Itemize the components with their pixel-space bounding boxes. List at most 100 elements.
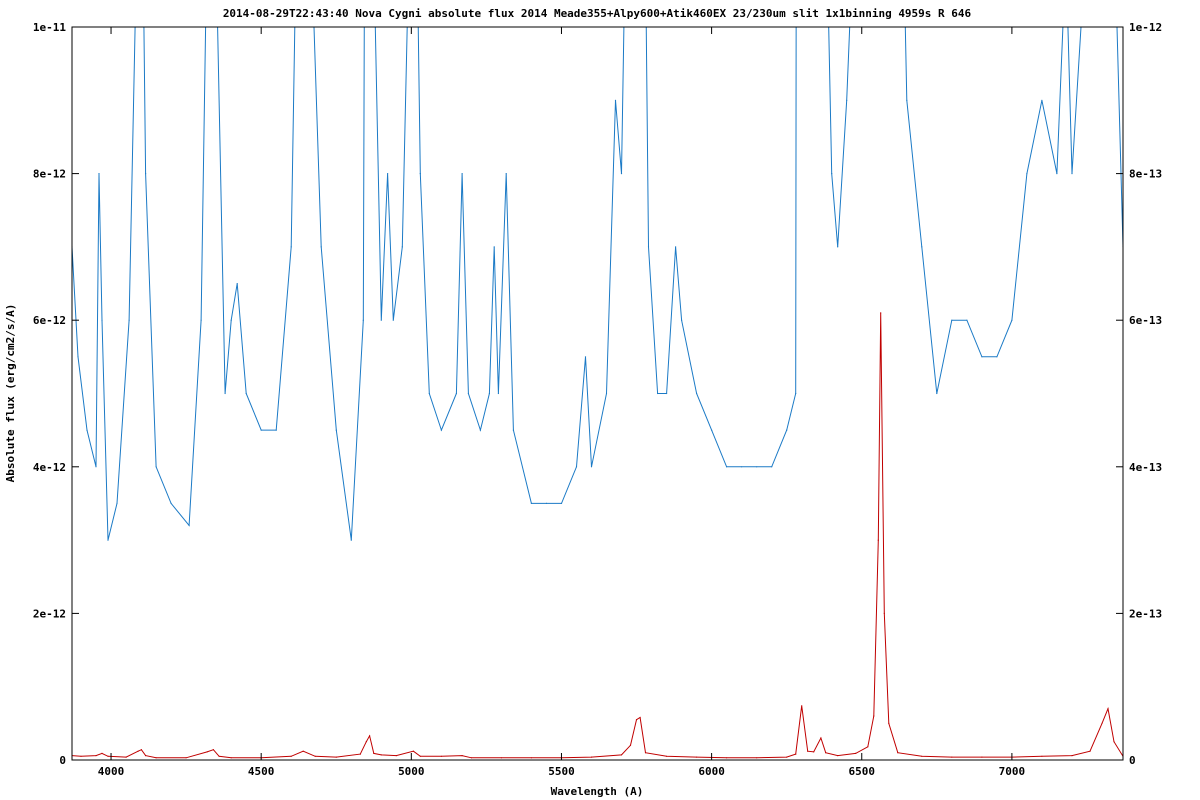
red-spectrum-point xyxy=(145,755,147,757)
blue-spectrum-point xyxy=(614,99,617,101)
x-tick-label: 5000 xyxy=(398,765,425,778)
red-spectrum-point xyxy=(666,755,668,757)
blue-spectrum-point xyxy=(86,429,88,431)
blue-spectrum-point xyxy=(128,319,130,321)
red-spectrum-point xyxy=(877,539,879,541)
red-spectrum-point xyxy=(883,612,885,615)
red-spectrum-point xyxy=(314,755,316,757)
y-axis-label: Absolute flux (erg/cm2/s/A) xyxy=(4,304,17,483)
blue-spectrum-point xyxy=(584,356,587,358)
blue-spectrum-point xyxy=(921,246,923,248)
blue-spectrum-point xyxy=(497,392,499,395)
blue-spectrum-point xyxy=(620,173,623,175)
blue-spectrum-point xyxy=(1011,319,1013,321)
red-spectrum-point xyxy=(419,755,421,757)
blue-spectrum-point xyxy=(493,246,495,248)
red-spectrum-point xyxy=(395,755,397,757)
blue-spectrum-point xyxy=(771,466,773,468)
blue-spectrum-point xyxy=(224,392,226,395)
blue-spectrum-point xyxy=(101,319,103,321)
y2-tick-label: 1e-12 xyxy=(1129,21,1162,34)
red-spectrum-point xyxy=(639,716,641,719)
blue-spectrum-point xyxy=(98,173,100,175)
blue-spectrum-point xyxy=(335,429,337,431)
x-tick-label: 4500 xyxy=(248,765,275,778)
red-spectrum-point xyxy=(801,705,803,707)
blue-spectrum-point xyxy=(455,392,457,395)
blue-spectrum-point xyxy=(236,283,238,285)
red-spectrum-point xyxy=(867,746,869,748)
red-spectrum-point xyxy=(470,757,472,759)
red-spectrum-point xyxy=(373,752,375,755)
y-tick-label: 0 xyxy=(59,754,66,767)
blue-spectrum-point xyxy=(488,392,490,395)
y-tick-label: 8e-12 xyxy=(33,168,66,181)
red-spectrum-point xyxy=(365,741,367,743)
red-spectrum-point xyxy=(981,756,983,758)
red-spectrum-point xyxy=(726,757,728,759)
red-spectrum-point xyxy=(855,752,857,755)
blue-spectrum-point xyxy=(467,392,469,395)
blue-spectrum-point xyxy=(786,429,788,431)
y2-tick-label: 8e-13 xyxy=(1129,168,1162,181)
blue-spectrum-point xyxy=(505,173,507,175)
red-spectrum-point xyxy=(212,749,214,751)
plot-frame xyxy=(71,26,1124,761)
blue-spectrum-point xyxy=(392,319,394,321)
ticks-layer: 4000 4500 5000 5500 6000 6500 7000 0 2e-12 4e-12 6… xyxy=(33,21,1162,778)
blue-spectrum-point xyxy=(145,173,147,175)
blue-spectrum-point xyxy=(846,99,848,101)
blue-spectrum-point xyxy=(290,246,292,248)
x-tick-label: 7000 xyxy=(999,765,1026,778)
red-spectrum-point xyxy=(125,756,127,758)
blue-spectrum-point xyxy=(575,466,578,468)
red-spectrum-point xyxy=(897,752,899,754)
blue-spectrum-point xyxy=(981,356,983,358)
blue-spectrum-point xyxy=(260,429,262,431)
blue-spectrum-point xyxy=(107,539,109,541)
red-spectrum-point xyxy=(696,756,698,758)
x-tick-label: 4000 xyxy=(98,765,125,778)
blue-spectrum-point xyxy=(380,319,382,321)
x-tick-label: 6000 xyxy=(698,765,725,778)
blue-spectrum-point xyxy=(951,319,953,321)
red-spectrum-point xyxy=(412,750,414,752)
red-spectrum-point xyxy=(1089,750,1091,752)
red-spectrum-point xyxy=(825,752,827,754)
red-spectrum-point xyxy=(756,757,758,759)
blue-spectrum-point xyxy=(681,319,683,321)
red-spectrum-point xyxy=(813,751,815,753)
blue-spectrum-point xyxy=(696,392,698,395)
y-tick-label: 6e-12 xyxy=(33,314,66,327)
red-spectrum-point xyxy=(837,755,839,757)
blue-spectrum-point xyxy=(387,173,389,175)
blue-spectrum-point xyxy=(756,466,758,468)
red-spectrum-point xyxy=(1107,708,1109,710)
red-spectrum-point xyxy=(137,750,139,752)
y2-tick-label: 2e-13 xyxy=(1129,607,1162,620)
blue-spectrum-point xyxy=(116,502,118,504)
blue-spectrum-point xyxy=(711,429,713,431)
blue-spectrum-point xyxy=(1071,173,1073,175)
blue-spectrum-point xyxy=(1056,173,1058,175)
x-tick-label: 6500 xyxy=(849,765,876,778)
y2-tick-label: 0 xyxy=(1129,754,1136,767)
red-spectrum-point xyxy=(786,756,788,758)
y-tick-label: 4e-12 xyxy=(33,461,66,474)
y2-tick-label: 6e-13 xyxy=(1129,314,1162,327)
red-spectrum-point xyxy=(335,756,337,758)
red-spectrum-point xyxy=(795,753,797,755)
red-spectrum-point xyxy=(155,757,157,759)
blue-spectrum-point xyxy=(936,392,938,395)
red-spectrum-point xyxy=(1071,755,1073,757)
red-spectrum-point xyxy=(369,735,371,737)
y-tick-label: 1e-11 xyxy=(33,21,66,34)
red-spectrum-point xyxy=(80,755,82,757)
red-spectrum-point xyxy=(1101,722,1103,725)
blue-spectrum-point xyxy=(188,524,190,527)
red-spectrum-point xyxy=(359,753,361,755)
red-spectrum-point xyxy=(888,722,890,725)
x-axis-label: Wavelength (A) xyxy=(551,785,644,798)
red-spectrum-point xyxy=(530,757,533,759)
